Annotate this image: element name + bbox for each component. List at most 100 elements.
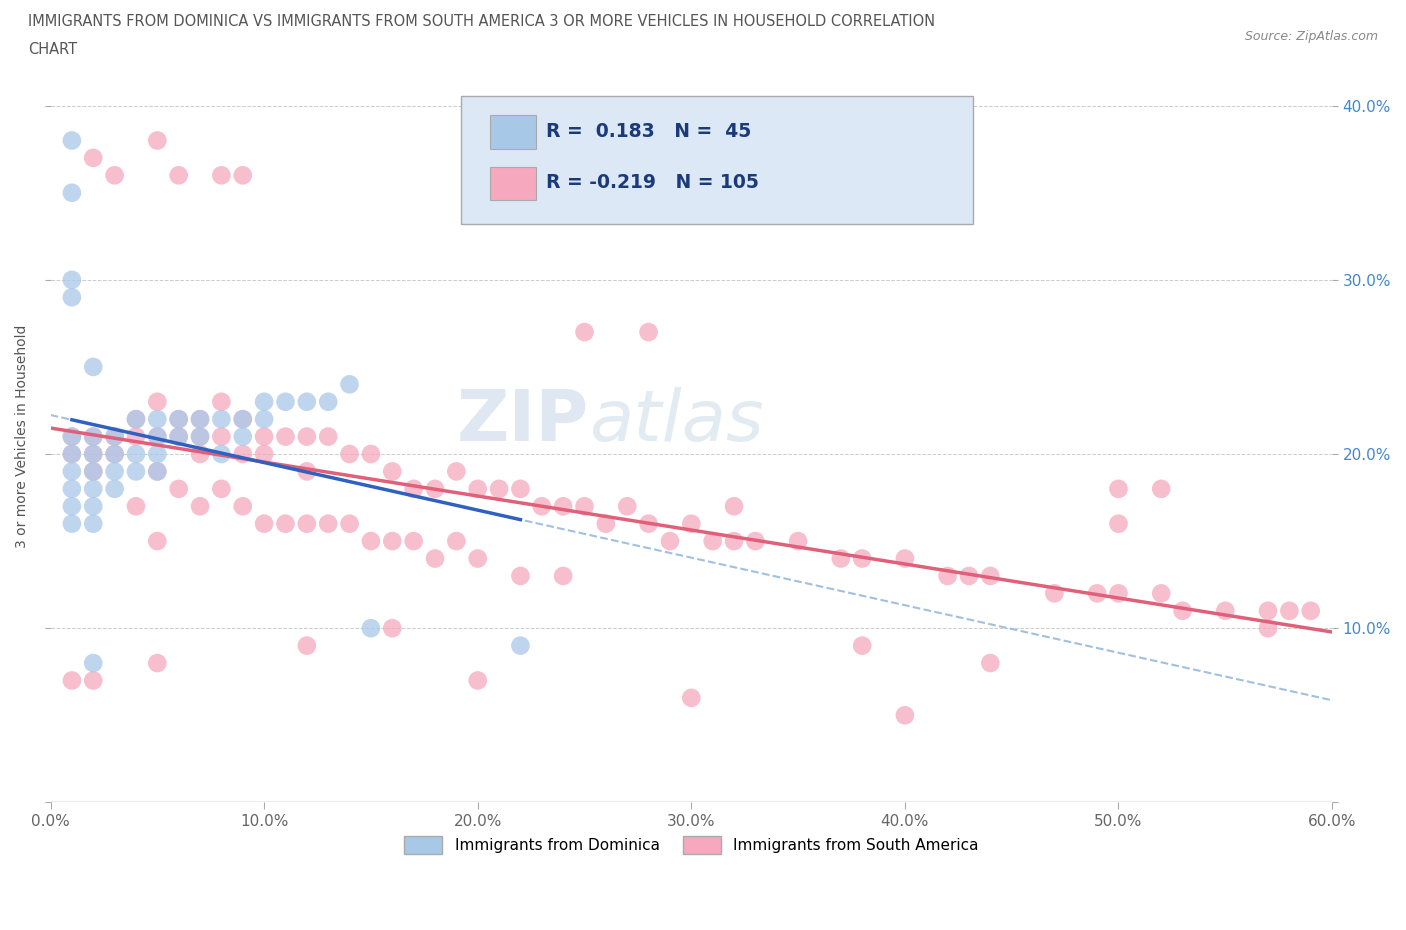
Point <box>574 325 596 339</box>
Point <box>104 168 127 183</box>
Text: R =  0.183   N =  45: R = 0.183 N = 45 <box>547 122 752 141</box>
Point <box>295 394 318 409</box>
Point <box>209 394 232 409</box>
Text: Source: ZipAtlas.com: Source: ZipAtlas.com <box>1244 30 1378 43</box>
Point <box>104 482 127 497</box>
Point <box>82 360 104 375</box>
Point <box>402 534 425 549</box>
Point <box>60 272 83 287</box>
Point <box>82 151 104 166</box>
Point <box>146 464 169 479</box>
Point <box>188 412 211 427</box>
Point <box>104 446 127 461</box>
Point <box>1085 586 1108 601</box>
Point <box>316 429 339 444</box>
Point <box>188 498 211 513</box>
Point <box>167 429 190 444</box>
Point <box>188 446 211 461</box>
Point <box>1278 604 1301 618</box>
Point <box>125 446 148 461</box>
Point <box>146 446 169 461</box>
Point <box>295 516 318 531</box>
Point <box>167 168 190 183</box>
Point <box>60 429 83 444</box>
Point <box>723 498 745 513</box>
Point <box>232 498 254 513</box>
Point <box>60 185 83 200</box>
Point <box>553 498 575 513</box>
Point <box>1043 586 1066 601</box>
Point <box>232 412 254 427</box>
Point <box>82 482 104 497</box>
Point <box>274 429 297 444</box>
Point <box>1257 620 1279 635</box>
Point <box>232 168 254 183</box>
Point <box>209 482 232 497</box>
Point <box>146 534 169 549</box>
Point <box>274 394 297 409</box>
Point <box>509 568 531 583</box>
Point <box>616 498 638 513</box>
Point <box>82 429 104 444</box>
Point <box>681 690 703 705</box>
Point <box>60 290 83 305</box>
Point <box>125 412 148 427</box>
Point <box>446 464 468 479</box>
Point <box>787 534 810 549</box>
FancyBboxPatch shape <box>491 115 536 149</box>
Point <box>467 673 489 688</box>
Point <box>339 377 361 392</box>
Point <box>125 429 148 444</box>
Point <box>146 464 169 479</box>
Point <box>402 482 425 497</box>
Point <box>295 429 318 444</box>
Point <box>146 133 169 148</box>
Point <box>146 412 169 427</box>
Point <box>232 412 254 427</box>
Point <box>339 446 361 461</box>
Point <box>253 429 276 444</box>
Point <box>253 516 276 531</box>
Point <box>82 656 104 671</box>
Point <box>82 673 104 688</box>
Point <box>82 464 104 479</box>
Point <box>423 551 446 566</box>
Point <box>423 482 446 497</box>
Point <box>125 498 148 513</box>
Point <box>339 516 361 531</box>
Point <box>446 534 468 549</box>
Point <box>316 516 339 531</box>
Point <box>104 429 127 444</box>
Point <box>509 482 531 497</box>
Point <box>979 568 1001 583</box>
Point <box>146 394 169 409</box>
Point <box>723 534 745 549</box>
Point <box>82 446 104 461</box>
Point <box>104 429 127 444</box>
Point <box>316 394 339 409</box>
Point <box>188 429 211 444</box>
Point <box>274 516 297 531</box>
Point <box>1108 516 1130 531</box>
Point <box>381 464 404 479</box>
Point <box>188 412 211 427</box>
Text: ZIP: ZIP <box>457 388 589 457</box>
Point <box>104 464 127 479</box>
Point <box>681 516 703 531</box>
Point <box>851 638 873 653</box>
Point <box>1108 482 1130 497</box>
Point <box>232 429 254 444</box>
Point <box>1257 604 1279 618</box>
Point <box>936 568 959 583</box>
Point <box>851 551 873 566</box>
Text: IMMIGRANTS FROM DOMINICA VS IMMIGRANTS FROM SOUTH AMERICA 3 OR MORE VEHICLES IN : IMMIGRANTS FROM DOMINICA VS IMMIGRANTS F… <box>28 14 935 29</box>
Text: R = -0.219   N = 105: R = -0.219 N = 105 <box>547 173 759 193</box>
Point <box>553 568 575 583</box>
Point <box>1171 604 1194 618</box>
Point <box>146 429 169 444</box>
Point <box>82 498 104 513</box>
Point <box>1299 604 1322 618</box>
Point <box>60 429 83 444</box>
Point <box>488 482 510 497</box>
Point <box>104 446 127 461</box>
